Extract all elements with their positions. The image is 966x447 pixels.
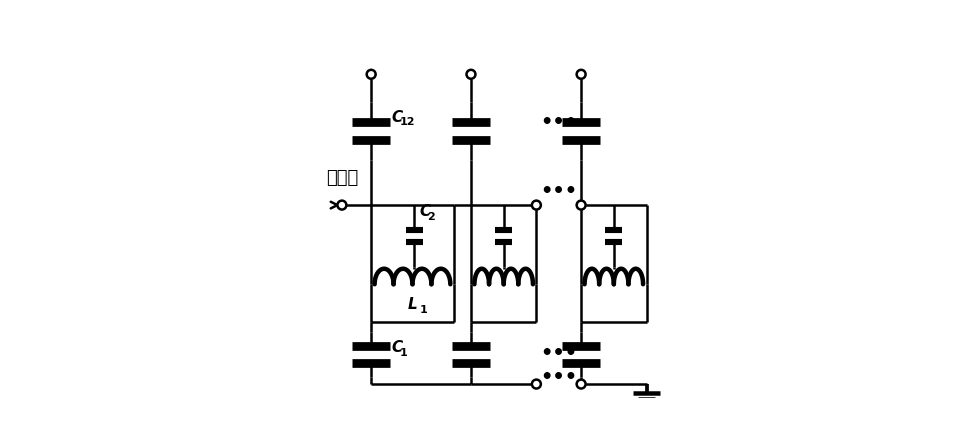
Text: 1: 1 xyxy=(419,305,427,315)
Text: •••: ••• xyxy=(540,113,578,132)
Text: 雷电波: 雷电波 xyxy=(327,169,358,186)
Text: •••: ••• xyxy=(540,368,578,387)
Text: 2: 2 xyxy=(427,212,435,222)
Text: C: C xyxy=(392,341,403,355)
Text: •••: ••• xyxy=(540,344,578,363)
Text: C: C xyxy=(419,204,431,219)
Circle shape xyxy=(532,201,541,210)
Circle shape xyxy=(577,380,585,388)
Circle shape xyxy=(337,201,347,210)
Text: L: L xyxy=(408,297,417,312)
Circle shape xyxy=(577,70,585,79)
Text: •••: ••• xyxy=(540,182,578,201)
Circle shape xyxy=(467,70,475,79)
Circle shape xyxy=(532,380,541,388)
Text: 1: 1 xyxy=(400,348,408,358)
Circle shape xyxy=(577,201,585,210)
Text: C: C xyxy=(392,110,403,125)
Text: 12: 12 xyxy=(400,118,415,127)
Circle shape xyxy=(367,70,376,79)
